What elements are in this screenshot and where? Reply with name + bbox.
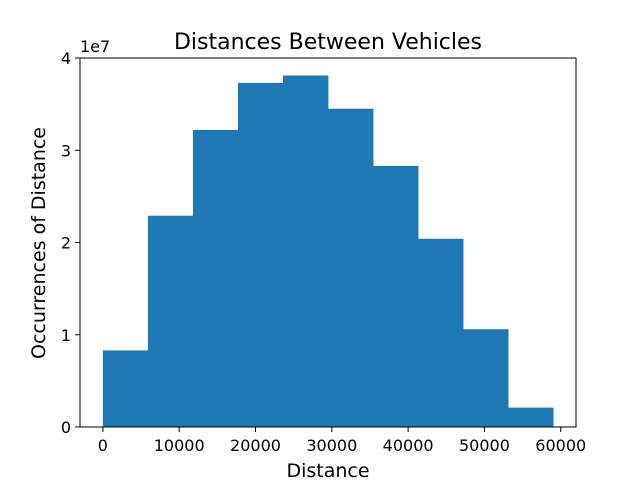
histogram-bar-4	[282, 75, 329, 427]
x-tick-label: 50000	[459, 436, 510, 455]
histogram-bar-0	[102, 350, 149, 427]
x-tick-label: 20000	[230, 436, 281, 455]
y-axis-ticks: 0 1 2 3 4	[61, 49, 80, 437]
histogram-bar-6	[373, 165, 419, 427]
plot-frame	[79, 57, 577, 428]
histogram-bars	[102, 75, 554, 428]
histogram-bar-7	[418, 238, 464, 427]
x-axis-ticks: 0 10000 20000 30000 40000 50000 60000	[98, 427, 586, 455]
histogram-bar-9	[508, 407, 554, 427]
histogram-bar-1	[147, 215, 194, 427]
histogram-bar-5	[328, 108, 374, 428]
chart-title: Distances Between Vehicles	[174, 30, 482, 55]
y-axis-label: Occurrences of Distance	[28, 127, 50, 359]
histogram-bar-3	[237, 82, 284, 427]
x-tick-label: 0	[98, 436, 108, 455]
x-tick-label: 30000	[306, 436, 357, 455]
y-tick-label: 0	[61, 418, 71, 437]
histogram-bar-2	[192, 129, 239, 427]
y-offset-label: 1e7	[80, 37, 110, 56]
y-tick-label: 2	[61, 234, 71, 253]
y-tick-label: 4	[61, 49, 71, 68]
x-axis-label: Distance	[286, 460, 369, 480]
x-tick-label: 60000	[535, 436, 586, 455]
x-tick-label: 10000	[154, 436, 205, 455]
y-tick-label: 3	[61, 141, 71, 160]
y-tick-label: 1	[61, 326, 71, 345]
x-tick-label: 40000	[383, 436, 434, 455]
histogram-bar-8	[463, 329, 509, 427]
